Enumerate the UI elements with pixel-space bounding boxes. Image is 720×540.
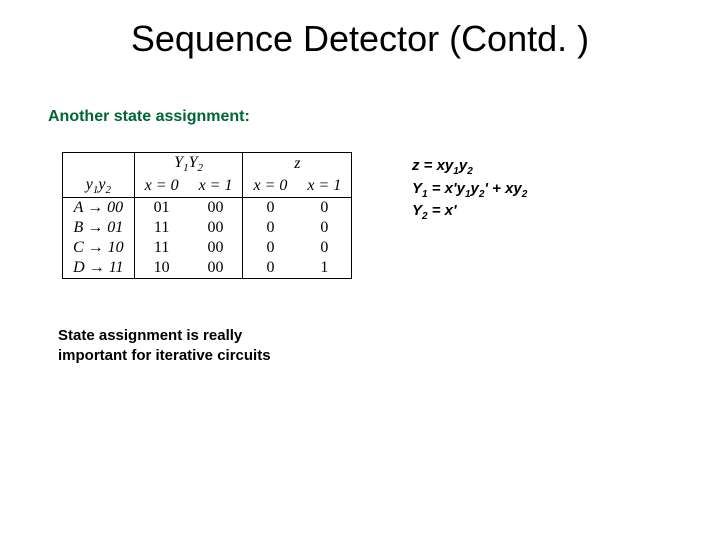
table-row: D → 11 10 00 0 1 — [63, 258, 352, 279]
cell: A — [74, 199, 83, 216]
table-row: B → 01 11 00 0 0 — [63, 218, 352, 238]
cell: 00 — [107, 199, 123, 216]
cell: B — [73, 219, 83, 236]
cell: 0 — [243, 218, 297, 238]
col-header: Y — [174, 154, 183, 171]
cell: 01 — [107, 219, 123, 236]
col-header: z — [294, 155, 300, 172]
cell: 0 — [243, 258, 297, 279]
cell: 1 — [297, 258, 351, 279]
equation-line: z = xy1y2 — [412, 156, 527, 179]
col-header: x = 1 — [307, 177, 341, 194]
col-header: x = 0 — [253, 177, 287, 194]
col-header: x = 1 — [199, 177, 233, 194]
cell: D — [73, 259, 85, 276]
col-header-sub: 2 — [197, 162, 203, 174]
equation-line: Y1 = x'y1y2' + xy2 — [412, 179, 527, 202]
col-header-sub: 2 — [105, 184, 111, 196]
cell: C — [73, 239, 84, 256]
table-row: C → 10 11 00 0 0 — [63, 238, 352, 258]
note: State assignment is really important for… — [54, 324, 275, 367]
cell: 0 — [297, 198, 351, 219]
subtitle: Another state assignment: — [48, 108, 250, 126]
col-header: y — [86, 176, 93, 193]
cell: 0 — [243, 238, 297, 258]
equation-line: Y2 = x' — [412, 201, 527, 224]
table-row: A → 00 01 00 0 0 — [63, 198, 352, 219]
cell: 11 — [134, 238, 188, 258]
cell: 00 — [189, 238, 243, 258]
cell: 00 — [189, 218, 243, 238]
note-line: State assignment is really — [58, 326, 271, 346]
cell: 11 — [109, 259, 124, 276]
note-line: important for iterative circuits — [58, 346, 271, 366]
cell: 10 — [108, 239, 124, 256]
cell: 10 — [134, 258, 188, 279]
cell: 00 — [189, 258, 243, 279]
cell: 0 — [297, 238, 351, 258]
cell: 0 — [243, 198, 297, 219]
cell: 01 — [134, 198, 188, 219]
page-title: Sequence Detector (Contd. ) — [0, 0, 720, 60]
cell: 0 — [297, 218, 351, 238]
col-header: x = 0 — [145, 177, 179, 194]
equations: z = xy1y2 Y1 = x'y1y2' + xy2 Y2 = x' — [412, 156, 527, 224]
cell: 00 — [189, 198, 243, 219]
cell: 11 — [134, 218, 188, 238]
state-table: Y1Y2 z y1y2 x = 0 x = 1 x = 0 x = 1 A → … — [54, 148, 360, 287]
